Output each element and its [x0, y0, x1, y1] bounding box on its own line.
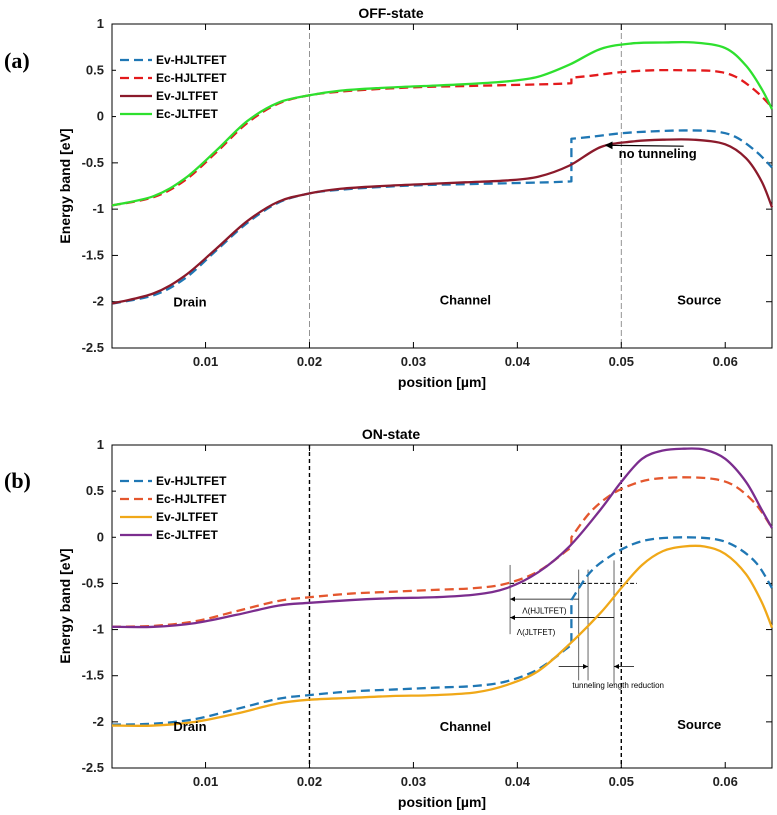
series-line-ec-hjltfet [111, 476, 773, 628]
series-line-ec-jltfet [111, 447, 774, 629]
panel-b-legend-entries: Ev-HJLTFET Ec-HJLTFET Ev-JLTFET Ec-JLTFET [120, 474, 227, 542]
y-tick-label: -2 [92, 714, 104, 729]
panel-b-y-axis: -2.5 -2 -1.5 -1 -0.5 0 0.5 1 [82, 437, 772, 775]
y-tick-label: 0 [97, 109, 104, 124]
legend-label: Ec-JLTFET [156, 528, 218, 542]
legend-label: Ev-JLTFET [156, 510, 218, 524]
panel-a-y-axis-label: Energy band [eV] [57, 128, 73, 243]
legend-label: Ec-HJLTFET [156, 492, 227, 506]
x-tick-label: 0.04 [505, 354, 531, 369]
y-tick-label: -0.5 [82, 575, 104, 590]
x-tick-label: 0.01 [193, 354, 218, 369]
legend-label: Ec-JLTFET [156, 107, 218, 121]
y-tick-label: -2.5 [82, 340, 104, 355]
x-tick-label: 0.05 [609, 774, 634, 789]
y-tick-label: -2.5 [82, 760, 104, 775]
panel-a-region-labels: Drain Channel Source [173, 292, 721, 309]
panel-b-region-dividers [308, 445, 622, 768]
panel-a: (a) OFF-state -2.5 -2 -1.5 -1 -0.5 0 0.5 1 0.01… [4, 5, 774, 390]
panel-a-legend-entries: Ev-HJLTFET Ec-HJLTFET Ev-JLTFET Ec-JLTFET [120, 53, 227, 121]
x-tick-label: 0.03 [401, 774, 426, 789]
x-tick-label: 0.02 [297, 774, 322, 789]
lambda-hjltfet-label: Λ(HJLTFET) [522, 607, 567, 616]
panel-a-legend: Ev-HJLTFET Ec-HJLTFET Ev-JLTFET Ec-JLTFET [116, 52, 232, 128]
panel-a-x-axis-label: position [µm] [398, 374, 486, 390]
legend-label: Ev-HJLTFET [156, 53, 227, 67]
panel-a-legend-box [116, 52, 232, 128]
series-line-ev-jltfet [111, 138, 774, 305]
no-tunneling-arrow [604, 141, 684, 150]
panel-a-x-axis: 0.01 0.02 0.03 0.04 0.05 0.06 [193, 24, 738, 369]
x-tick-label: 0.05 [609, 354, 634, 369]
panel-a-series-lines [111, 40, 774, 305]
panel-b-legend-box [116, 473, 232, 549]
y-tick-label: 0.5 [86, 483, 104, 498]
x-tick-label: 0.03 [401, 354, 426, 369]
y-tick-label: 0.5 [86, 62, 104, 77]
panel-b-region-labels: Drain Channel Source [173, 717, 721, 734]
x-tick-label: 0.01 [193, 774, 218, 789]
y-tick-label: 0 [97, 529, 104, 544]
legend-label: Ev-JLTFET [156, 89, 218, 103]
panel-b-x-axis: 0.01 0.02 0.03 0.04 0.05 0.06 [193, 445, 738, 789]
no-tunneling-label: no tunneling [619, 146, 697, 161]
panel-b-series-lines [111, 447, 774, 727]
x-tick-label: 0.02 [297, 354, 322, 369]
panel-b-y-axis-label: Energy band [eV] [57, 548, 73, 663]
y-tick-label: -0.5 [82, 155, 104, 170]
y-tick-label: -1 [92, 201, 104, 216]
legend-label: Ev-HJLTFET [156, 474, 227, 488]
y-tick-label: -1.5 [82, 668, 104, 683]
panel-b-legend: Ev-HJLTFET Ec-HJLTFET Ev-JLTFET Ec-JLTFET [116, 473, 232, 549]
region-label-drain: Drain [173, 719, 206, 734]
series-line-ev-hjltfet [111, 536, 773, 726]
y-tick-label: 1 [97, 16, 104, 31]
panel-b-label: (b) [4, 468, 31, 493]
panel-a-region-dividers [309, 24, 622, 348]
region-label-drain: Drain [173, 294, 206, 309]
region-label-source: Source [677, 717, 721, 732]
panel-a-title: OFF-state [358, 5, 424, 21]
y-tick-label: -1 [92, 622, 104, 637]
series-line-ev-hjltfet [111, 129, 773, 305]
y-tick-label: 1 [97, 437, 104, 452]
region-label-channel: Channel [440, 292, 491, 307]
series-line-ec-hjltfet [111, 68, 773, 207]
panel-b-x-axis-label: position [µm] [398, 794, 486, 810]
region-label-source: Source [677, 292, 721, 307]
lambda-jltfet-label: Λ(JLTFET) [517, 628, 556, 637]
region-label-channel: Channel [440, 719, 491, 734]
x-tick-label: 0.06 [713, 774, 738, 789]
tunneling-length-reduction-label: tunneling length reduction [572, 681, 664, 690]
panel-a-label: (a) [4, 48, 30, 73]
y-tick-label: -1.5 [82, 247, 104, 262]
series-line-ev-jltfet [111, 544, 774, 727]
legend-label: Ec-HJLTFET [156, 71, 227, 85]
panel-b: (b) ON-state -2.5-2-1.5-1-0.500.51 0.01 0… [4, 426, 774, 810]
x-tick-label: 0.06 [713, 354, 738, 369]
series-line-ec-jltfet [111, 40, 774, 207]
panel-a-no-tunneling-annotation: no tunneling [604, 141, 697, 161]
y-tick-label: -2 [92, 294, 104, 309]
panel-b-title: ON-state [362, 426, 421, 442]
tunneling-length-markers: Λ(HJLTFET) Λ(JLTFET) tunneling length redu… [509, 560, 664, 690]
x-tick-label: 0.04 [505, 774, 531, 789]
